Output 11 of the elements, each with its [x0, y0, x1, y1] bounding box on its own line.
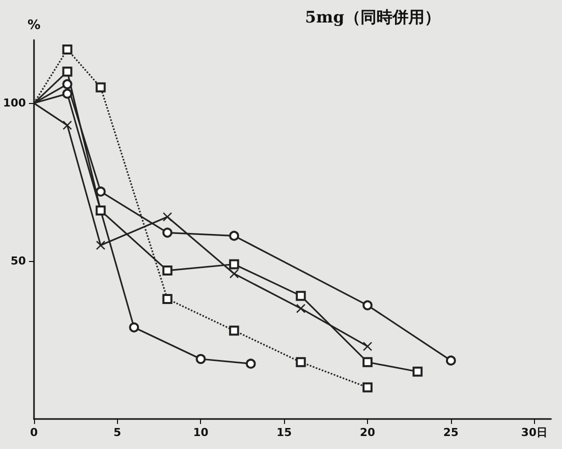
x-tick-label: 10 [193, 426, 209, 439]
y-axis-title: % [27, 18, 40, 33]
x-tick-label: 25 [443, 426, 459, 439]
x-tick-label: 0 [30, 426, 38, 439]
x-tick-label: 20 [360, 426, 376, 439]
x-tick-label: 15 [276, 426, 292, 439]
x-tick-label: 5 [114, 426, 122, 439]
y-tick-label: 100 [2, 96, 26, 110]
chart-title: 5mg（同時併用） [305, 8, 440, 26]
x-tick-label: 30日 [521, 426, 548, 439]
y-tick-label: 50 [10, 254, 26, 268]
